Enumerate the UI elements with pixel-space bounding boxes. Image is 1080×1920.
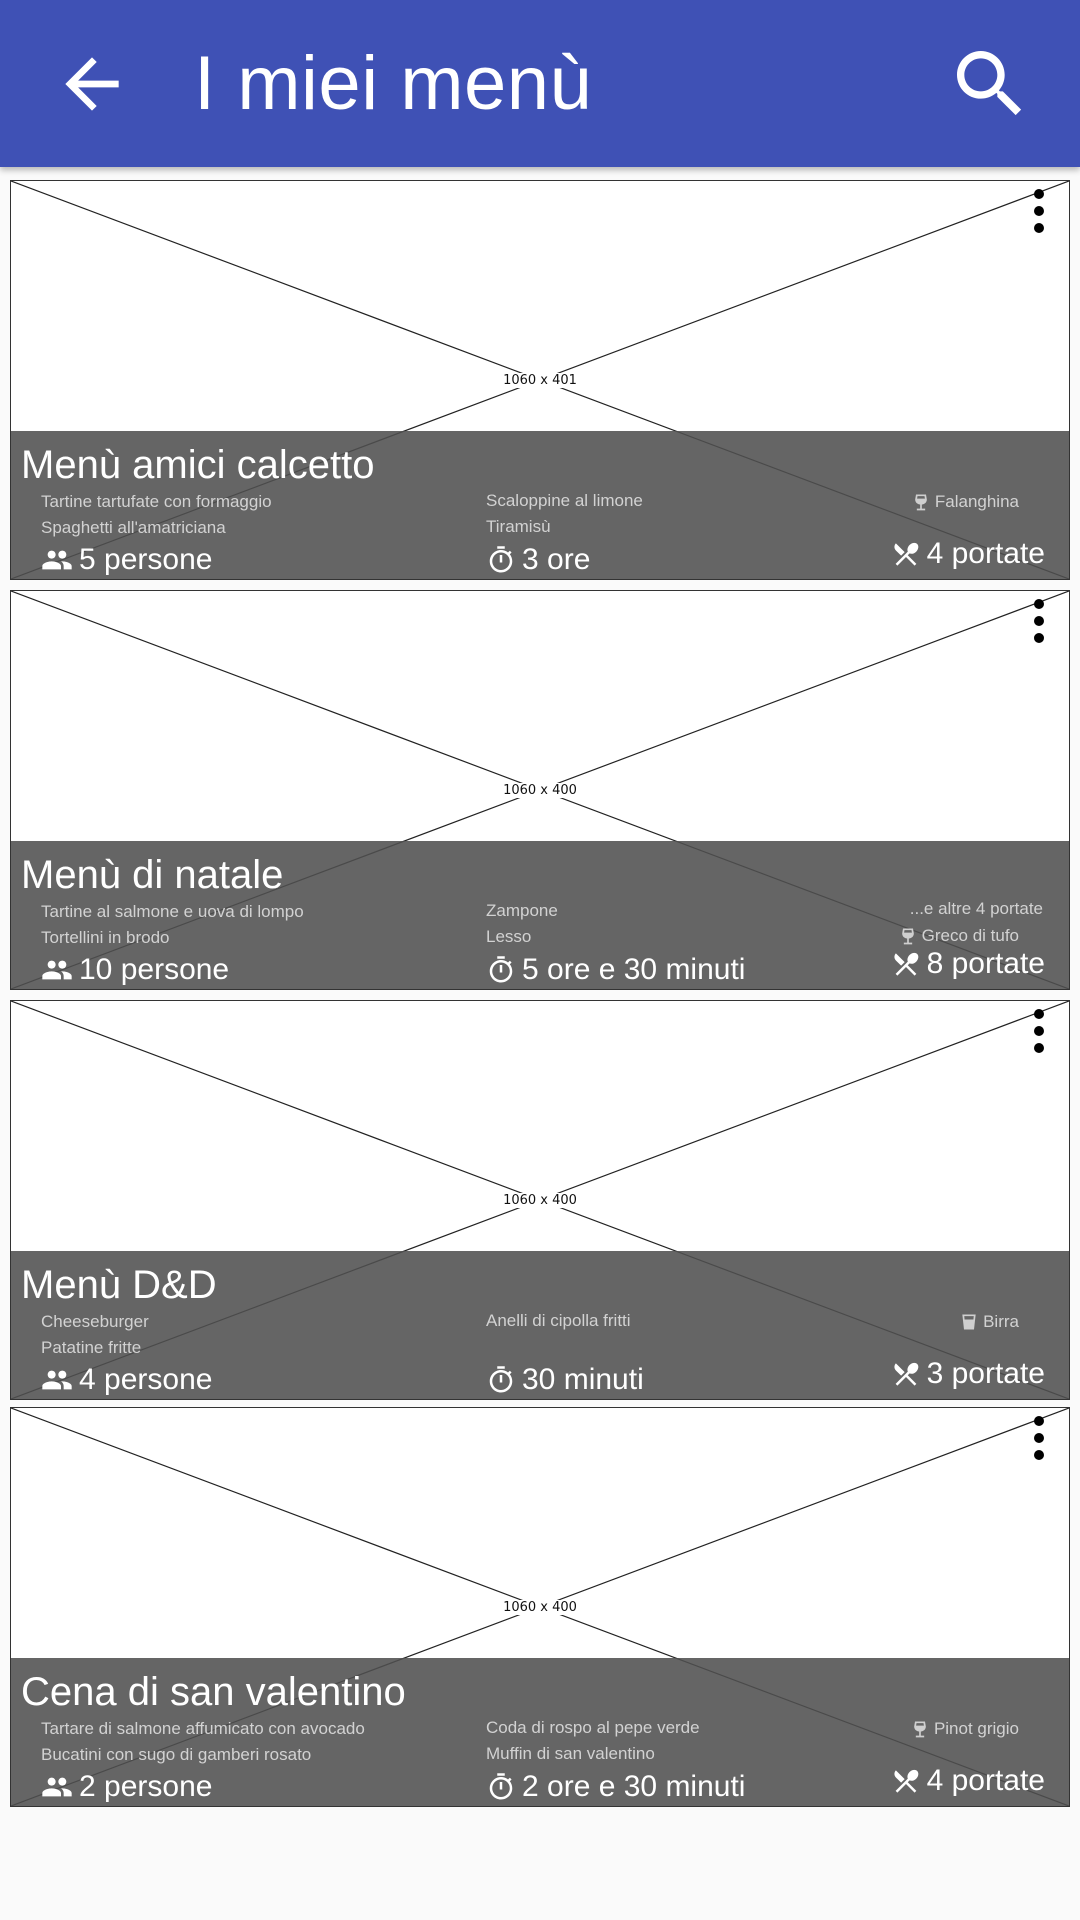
people-label: 2 persone [79,1770,213,1803]
menu-title: Cena di san valentino [21,1670,406,1714]
dish-item: Patatine fritte [41,1338,142,1357]
beer-glass-icon [959,1312,979,1332]
card-info-overlay: Cena di san valentino Tartare di salmone … [11,1658,1069,1806]
course-label: 8 portate [926,947,1045,980]
people-count: 10 persone [41,953,229,987]
wine-glass-icon [911,492,931,512]
placeholder-label: 1060 x 401 [500,373,580,388]
dish-item: Tartine al salmone e uova di lompo [41,902,304,921]
duration-label: 3 ore [522,543,591,576]
drink: Birra [959,1311,1019,1333]
menu-card[interactable]: 1060 x 401 Menù amici calcetto Tartine tar… [10,180,1070,580]
duration: 5 ore e 30 minuti [486,953,745,987]
dish-item: Tortellini in brodo [41,928,170,947]
drink-label: Falanghina [934,492,1019,511]
people-count: 4 persone [41,1363,212,1397]
people-label: 4 persone [79,1363,213,1396]
drink: Greco di tufo [898,925,1019,947]
cutlery-icon [891,949,921,979]
dish-item: Lesso [486,927,532,946]
placeholder-label: 1060 x 400 [500,783,580,798]
search-icon[interactable] [946,40,1034,128]
duration: 30 minuti [486,1363,644,1397]
people-label: 10 persone [79,953,230,986]
people-icon [41,1771,73,1803]
dish-item: Tiramisù [486,517,551,536]
timer-icon [486,955,516,985]
menu-title: Menù di natale [21,853,284,897]
duration: 3 ore [486,543,590,577]
people-count: 5 persone [41,543,212,577]
course-count: 4 portate [891,537,1045,571]
card-info-overlay: Menù amici calcetto Tartine tartufate con… [11,431,1069,579]
menu-title: Menù amici calcetto [21,443,375,487]
timer-icon [486,1365,516,1395]
page-title: I miei menù [194,41,593,126]
duration-label: 5 ore e 30 minuti [522,953,746,986]
drink-label: Greco di tufo [921,926,1019,945]
cutlery-icon [891,1359,921,1389]
dish-item: Coda di rospo al pepe verde [486,1718,700,1737]
drink: Pinot grigio [910,1718,1019,1740]
wine-glass-icon [910,1719,930,1739]
people-icon [41,954,73,986]
app-bar: I miei menù [0,0,1080,167]
arrow-back-icon[interactable] [52,44,132,124]
course-label: 4 portate [926,1764,1045,1797]
cutlery-icon [891,1766,921,1796]
timer-icon [486,1772,516,1802]
duration: 2 ore e 30 minuti [486,1770,745,1804]
more-vert-icon[interactable] [1027,187,1051,235]
menu-title: Menù D&D [21,1263,217,1307]
dish-item: Scaloppine al limone [486,491,643,510]
card-info-overlay: Menù di natale Tartine al salmone e uova … [11,841,1069,989]
more-vert-icon[interactable] [1027,1007,1051,1055]
drink-label: Birra [983,1312,1019,1331]
menu-card[interactable]: 1060 x 400 Cena di san valentino Tartare d… [10,1407,1070,1807]
people-icon [41,544,73,576]
dish-item: Tartine tartufate con formaggio [41,492,272,511]
timer-icon [486,545,516,575]
placeholder-label: 1060 x 400 [500,1600,580,1615]
menu-card[interactable]: 1060 x 400 Menù D&D Cheeseburger Patatine f… [10,1000,1070,1400]
more-vert-icon[interactable] [1027,1414,1051,1462]
drink: Falanghina [911,491,1019,513]
card-info-overlay: Menù D&D Cheeseburger Patatine fritte Anell… [11,1251,1069,1399]
people-label: 5 persone [79,543,213,576]
drink-label: Pinot grigio [933,1719,1019,1738]
course-count: 8 portate [891,947,1045,981]
course-count: 3 portate [891,1357,1045,1391]
duration-label: 30 minuti [522,1363,644,1396]
menu-card[interactable]: 1060 x 400 Menù di natale Tartine al salmo… [10,590,1070,990]
dish-item: Anelli di cipolla fritti [486,1311,631,1330]
course-label: 4 portate [926,537,1045,570]
cutlery-icon [891,539,921,569]
more-vert-icon[interactable] [1027,597,1051,645]
wine-glass-icon [898,926,918,946]
dish-item: Zampone [486,901,558,920]
course-label: 3 portate [926,1357,1045,1390]
placeholder-label: 1060 x 400 [500,1193,580,1208]
people-count: 2 persone [41,1770,212,1804]
duration-label: 2 ore e 30 minuti [522,1770,746,1803]
dish-item: Tartare di salmone affumicato con avocad… [41,1719,365,1738]
extra-courses-note: ...e altre 4 portate [909,899,1043,918]
dish-item: Bucatini con sugo di gamberi rosato [41,1745,312,1764]
dish-item: Spaghetti all'amatriciana [41,518,226,537]
people-icon [41,1364,73,1396]
dish-item: Muffin di san valentino [486,1744,655,1763]
course-count: 4 portate [891,1764,1045,1798]
dish-item: Cheeseburger [41,1312,149,1331]
